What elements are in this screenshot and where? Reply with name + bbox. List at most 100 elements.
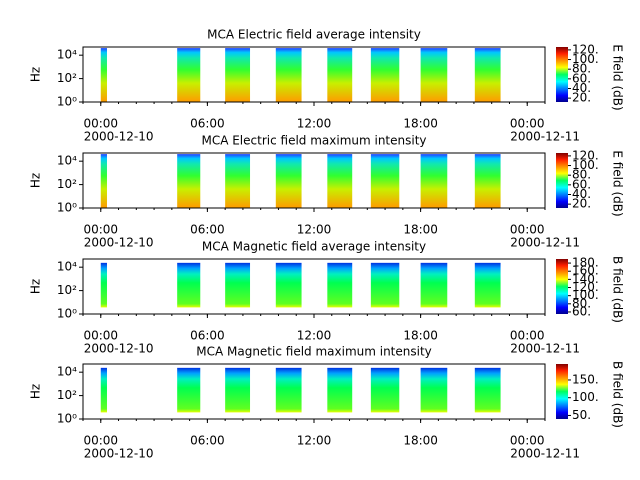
colorbar-tick-label: 20. [572, 91, 591, 105]
spectrogram-block [177, 262, 201, 308]
colorbar [556, 47, 568, 102]
y-tick-label: 10⁰ [57, 201, 77, 215]
spectrogram-block [177, 154, 201, 208]
spectrogram-block [100, 48, 107, 102]
panel-title: MCA Magnetic field average intensity [202, 240, 426, 254]
x-tick-label: 00:00 [510, 329, 545, 343]
spectrogram-block [177, 48, 201, 102]
spectrogram-block [474, 367, 501, 413]
colorbar-tick-label: 140. [572, 272, 599, 286]
x-date-label: 2000-12-10 [84, 236, 154, 250]
spectrogram-block [177, 367, 201, 413]
x-tick-label: 18:00 [403, 434, 438, 448]
y-axis-label: Hz [29, 384, 43, 399]
x-tick-label: 18:00 [403, 223, 438, 237]
spectrogram-block [225, 367, 251, 413]
colorbar-label: E field (dB) [611, 150, 625, 216]
colorbar-tick-label: 40. [572, 81, 591, 95]
spectrogram-block [474, 48, 501, 102]
colorbar-tick-label: 20. [572, 197, 591, 211]
spectrogram-block [100, 262, 107, 308]
x-tick-label: 06:00 [190, 434, 225, 448]
colorbar-tick-label: 40. [572, 187, 591, 201]
colorbar [556, 364, 568, 419]
y-axis-label: Hz [29, 173, 43, 188]
spectrogram-block [327, 154, 353, 208]
colorbar-tick-label: 120. [572, 148, 599, 162]
x-tick-label: 00:00 [83, 117, 118, 131]
spectrogram-block [275, 48, 302, 102]
spectrogram-block [420, 48, 448, 102]
colorbar-label: B field (dB) [611, 361, 625, 428]
x-tick-label: 00:00 [510, 223, 545, 237]
y-tick-label: 10² [57, 283, 77, 297]
x-tick-label: 00:00 [510, 434, 545, 448]
y-tick-label: 10⁴ [57, 154, 77, 168]
x-date-label: 2000-12-11 [510, 130, 580, 144]
y-tick-label: 10⁴ [57, 365, 77, 379]
x-tick-label: 00:00 [510, 117, 545, 131]
spectrogram-block [420, 154, 448, 208]
panel-title: MCA Magnetic field maximum intensity [196, 345, 432, 359]
colorbar-tick-label: 60. [572, 71, 591, 85]
spectrogram-block [370, 48, 400, 102]
spectrogram-block [327, 262, 353, 308]
colorbar-tick-label: 150. [572, 372, 599, 386]
spectrogram-block [275, 367, 302, 413]
y-tick-label: 10² [57, 71, 77, 85]
colorbar-tick-label: 120. [572, 280, 599, 294]
colorbar-tick-label: 100. [572, 158, 599, 172]
spectrogram-block [474, 262, 501, 308]
x-date-label: 2000-12-10 [84, 447, 154, 461]
colorbar-tick-label: 80. [572, 62, 591, 76]
spectrogram-block [225, 48, 251, 102]
y-tick-label: 10⁰ [57, 412, 77, 426]
panel-title: MCA Electric field average intensity [207, 28, 421, 42]
spectrogram-block [275, 154, 302, 208]
spectrogram-block [420, 367, 448, 413]
x-tick-label: 12:00 [297, 117, 332, 131]
colorbar-tick-label: 100. [572, 288, 599, 302]
x-date-label: 2000-12-11 [510, 236, 580, 250]
colorbar-label: E field (dB) [611, 44, 625, 110]
colorbar-tick-label: 120. [572, 42, 599, 56]
x-tick-label: 18:00 [403, 329, 438, 343]
colorbar [556, 153, 568, 208]
spectrogram-block [370, 262, 400, 308]
spectrogram-block [100, 367, 107, 413]
colorbar-tick-label: 160. [572, 264, 599, 278]
spectrogram-block [370, 154, 400, 208]
x-tick-label: 06:00 [190, 117, 225, 131]
x-tick-label: 06:00 [190, 329, 225, 343]
colorbar-tick-label: 100. [572, 52, 599, 66]
x-tick-label: 12:00 [297, 329, 332, 343]
spectrogram-block [225, 262, 251, 308]
y-tick-label: 10⁰ [57, 307, 77, 321]
colorbar-tick-label: 50. [572, 408, 591, 422]
colorbar [556, 259, 568, 314]
x-date-label: 2000-12-11 [510, 342, 580, 356]
spectrogram-block [225, 154, 251, 208]
colorbar-tick-label: 180. [572, 256, 599, 270]
y-tick-label: 10⁴ [57, 260, 77, 274]
y-axis-label: Hz [29, 279, 43, 294]
colorbar-tick-label: 80. [572, 296, 591, 310]
spectrogram-block [474, 154, 501, 208]
panel-title: MCA Electric field maximum intensity [201, 134, 426, 148]
y-axis-label: Hz [29, 67, 43, 82]
spectrogram-block [327, 48, 353, 102]
x-tick-label: 00:00 [83, 223, 118, 237]
colorbar-label: B field (dB) [611, 256, 625, 323]
x-tick-label: 12:00 [297, 223, 332, 237]
y-tick-label: 10⁰ [57, 95, 77, 109]
y-tick-label: 10² [57, 177, 77, 191]
spectrogram-block [370, 367, 400, 413]
x-date-label: 2000-12-11 [510, 447, 580, 461]
colorbar-tick-label: 100. [572, 390, 599, 404]
spectrogram-block [275, 262, 302, 308]
x-tick-label: 00:00 [83, 329, 118, 343]
x-tick-label: 06:00 [190, 223, 225, 237]
colorbar-tick-label: 60. [572, 177, 591, 191]
x-tick-label: 12:00 [297, 434, 332, 448]
